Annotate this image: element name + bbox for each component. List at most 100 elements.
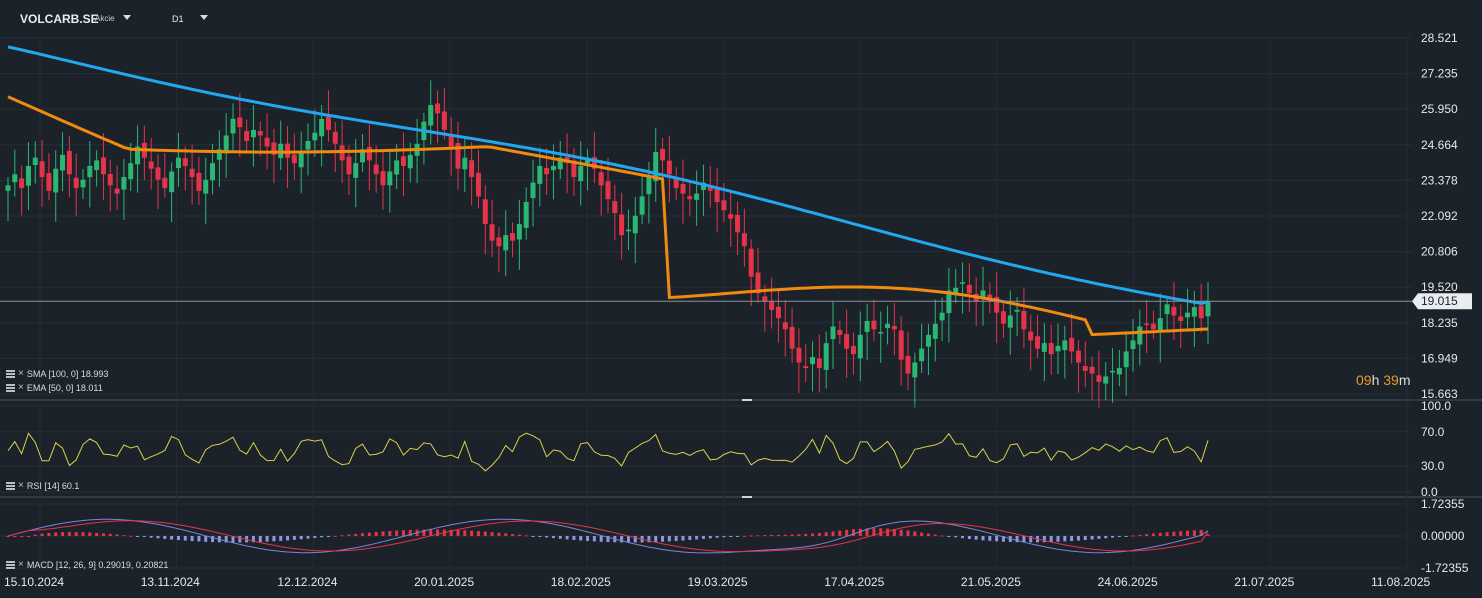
rsi-close-icon[interactable]: × <box>18 480 24 491</box>
countdown-hours-unit: h <box>1371 372 1380 388</box>
macd-histogram-bar <box>845 529 849 536</box>
macd-histogram-bar <box>858 528 862 536</box>
candle-body <box>1062 340 1068 351</box>
candle-body <box>237 117 243 128</box>
macd-histogram-bar <box>558 536 562 539</box>
pane-resize-handle[interactable] <box>742 399 752 401</box>
rsi-pane <box>0 405 1412 493</box>
price-tick-label: 24.664 <box>1421 138 1458 152</box>
rsi-settings-icon[interactable] <box>6 482 15 490</box>
macd-histogram-bar <box>1015 536 1019 543</box>
rsi-tick-label: 30.0 <box>1421 459 1445 473</box>
macd-histogram-bar <box>74 532 78 536</box>
candle-body <box>244 131 250 142</box>
candle-body <box>1185 312 1191 318</box>
macd-tick-label: -1.72355 <box>1421 561 1469 575</box>
sma-settings-icon[interactable] <box>6 370 15 378</box>
macd-histogram-bar <box>367 532 371 536</box>
macd-histogram-bar <box>326 536 330 537</box>
candle-body <box>1041 343 1047 352</box>
candle-body <box>5 185 11 191</box>
price-tick-label: 25.950 <box>1421 102 1458 116</box>
sma-legend: × SMA [100, 0] 18.993 <box>6 368 108 380</box>
macd-histogram-bar <box>954 536 958 538</box>
candle-body <box>135 146 141 165</box>
candle-body <box>475 172 481 197</box>
macd-close-icon[interactable]: × <box>18 559 24 570</box>
candle-body <box>1089 366 1095 374</box>
candle-body <box>946 290 952 314</box>
candle-body <box>1130 340 1136 349</box>
candle-body <box>182 158 188 166</box>
instrument-type-label: Akcie <box>95 14 115 23</box>
timeframe-label[interactable]: D1 <box>172 14 184 24</box>
macd-histogram-bar <box>599 536 603 542</box>
candle-body <box>837 330 843 335</box>
macd-histogram-bar <box>756 535 760 537</box>
candle-body <box>332 131 338 144</box>
macd-histogram-bar <box>872 528 876 536</box>
macd-histogram-bar <box>981 536 985 541</box>
time-tick-label: 15.10.2024 <box>4 575 64 589</box>
candle-body <box>510 232 516 241</box>
macd-histogram-bar <box>101 533 105 536</box>
macd-histogram-bar <box>1097 536 1101 539</box>
candle-body <box>646 177 652 195</box>
candle-body <box>1021 311 1027 330</box>
candle-body <box>632 215 638 234</box>
price-tick-label: 19.520 <box>1421 280 1458 294</box>
time-tick-label: 19.03.2025 <box>688 575 748 589</box>
candle-body <box>516 224 522 240</box>
candle-body <box>1171 306 1177 316</box>
macd-histogram-bar <box>770 534 774 536</box>
pane-resize-handle[interactable] <box>742 496 752 498</box>
macd-histogram-bar <box>129 535 133 537</box>
macd-tick-label: 0.00000 <box>1421 529 1465 543</box>
candle-body <box>80 179 86 188</box>
candle-body <box>257 131 263 136</box>
candle-body <box>605 181 611 200</box>
candle-body <box>810 356 816 365</box>
macd-histogram-bar <box>620 536 624 543</box>
macd-histogram-bar <box>299 536 303 540</box>
time-tick-label: 21.05.2025 <box>961 575 1021 589</box>
candle-body <box>1205 301 1211 317</box>
candle-body <box>1198 305 1204 319</box>
symbol-dropdown-chevron-icon[interactable] <box>123 15 131 20</box>
sma-close-icon[interactable]: × <box>18 368 24 379</box>
macd-histogram-bar <box>108 533 112 536</box>
candle-body <box>32 157 38 166</box>
ema-settings-icon[interactable] <box>6 384 15 392</box>
candle-body <box>1157 318 1163 333</box>
candle-body <box>1144 323 1150 325</box>
time-tick-label: 18.02.2025 <box>551 575 611 589</box>
macd-histogram-bar <box>224 536 228 543</box>
macd-histogram-bar <box>115 534 119 536</box>
macd-histogram-bar <box>647 536 651 543</box>
macd-histogram-bar <box>606 536 610 543</box>
candle-body <box>189 168 195 178</box>
macd-histogram-bar <box>142 536 146 538</box>
ema-close-icon[interactable]: × <box>18 382 24 393</box>
candle-countdown: 09h 39m <box>1356 372 1411 388</box>
candle-body <box>803 366 809 369</box>
macd-histogram-bar <box>633 536 637 543</box>
candle-body <box>319 118 325 137</box>
macd-histogram-bar <box>817 532 821 536</box>
macd-settings-icon[interactable] <box>6 561 15 569</box>
macd-histogram-bar <box>695 536 699 540</box>
rsi-tick-label: 0.0 <box>1421 485 1438 499</box>
macd-histogram-bar <box>1138 534 1142 536</box>
macd-histogram-bar <box>381 531 385 536</box>
candle-body <box>46 173 52 191</box>
candle-body <box>441 111 447 130</box>
candle-body <box>762 296 768 302</box>
macd-histogram-bar <box>1001 536 1005 542</box>
macd-histogram-bar <box>313 536 317 538</box>
timeframe-dropdown-chevron-icon[interactable] <box>200 15 208 20</box>
candle-body <box>196 172 202 191</box>
symbol-label[interactable]: VOLCARB.SE <box>20 12 99 26</box>
macd-histogram-bar <box>463 530 467 536</box>
price-tick-label: 22.092 <box>1421 209 1458 223</box>
